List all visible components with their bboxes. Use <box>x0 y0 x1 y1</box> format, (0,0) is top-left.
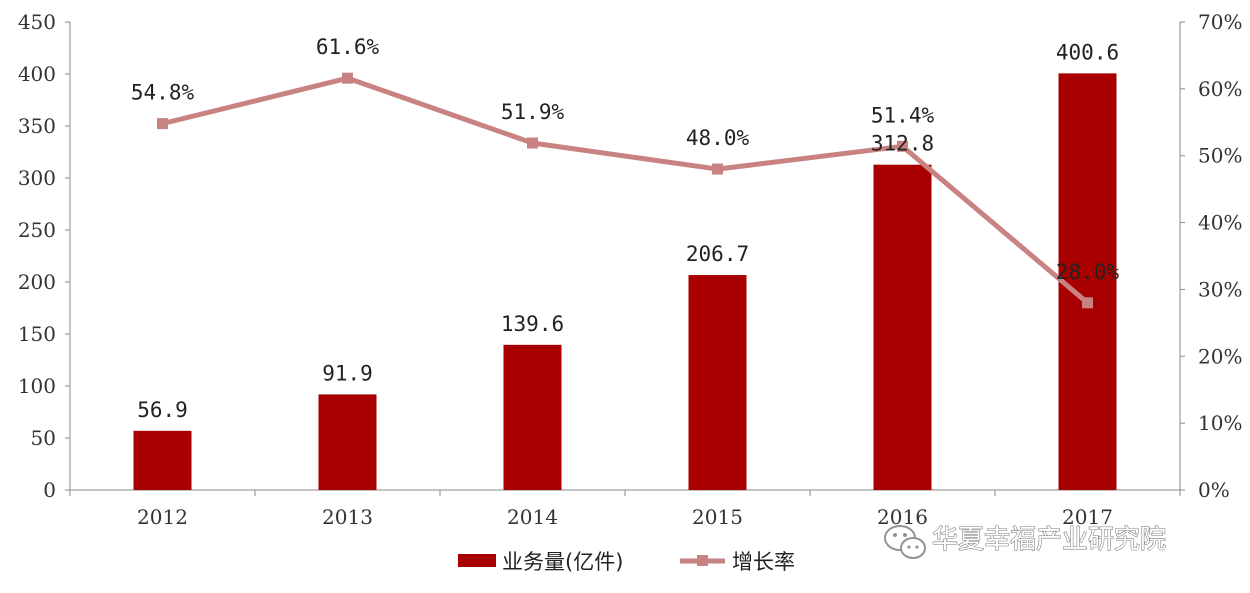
x-tick-label: 2012 <box>137 505 188 529</box>
y-right-tick-label: 0% <box>1198 478 1230 502</box>
bar <box>688 275 747 490</box>
bar <box>873 164 932 491</box>
y-left-tick-label: 150 <box>18 322 56 346</box>
axes: 0 50 100 150 200 250 300 350 400 450 0% 10% 20% 30% 40… <box>18 10 1243 529</box>
line-marker <box>712 163 723 175</box>
line-value-label: 51.9% <box>501 100 565 124</box>
line-marker <box>527 137 538 149</box>
y-right-tick-label: 40% <box>1198 211 1242 235</box>
watermark: 华夏幸福产业研究院 <box>884 524 1167 559</box>
y-left-tick-label: 450 <box>18 10 56 34</box>
y-left-tick-label: 400 <box>18 62 56 86</box>
y-right-tick-label: 60% <box>1198 77 1242 101</box>
y-left-tick-label: 350 <box>18 114 56 138</box>
wechat-icon <box>884 525 926 559</box>
x-tick-label: 2015 <box>692 505 743 529</box>
bar-value-label: 206.7 <box>686 242 749 266</box>
y-right-tick-label: 70% <box>1198 10 1242 34</box>
bar-value-label: 139.6 <box>501 312 564 336</box>
line-value-label: 61.6% <box>316 35 380 59</box>
y-right-tick-label: 30% <box>1198 277 1242 301</box>
x-tick-label: 2017 <box>1062 505 1113 529</box>
y-left-tick-label: 50 <box>31 426 56 450</box>
bars-series <box>133 73 1117 491</box>
bar-value-label: 400.6 <box>1056 40 1119 64</box>
line-marker <box>897 140 908 152</box>
line-series <box>157 72 1093 309</box>
y-right-tick-label: 10% <box>1198 411 1242 435</box>
y-left-tick-label: 100 <box>18 374 56 398</box>
line-value-label: 54.8% <box>131 81 195 105</box>
legend-label-bar: 业务量(亿件) <box>502 550 623 574</box>
bar-value-label: 56.9 <box>137 398 188 422</box>
bar <box>133 430 192 490</box>
growth-line <box>161 75 1090 305</box>
legend-label-line: 增长率 <box>732 550 795 574</box>
line-value-label: 48.0% <box>686 126 750 150</box>
bar-value-label: 312.8 <box>871 132 934 156</box>
legend: 业务量(亿件) 增长率 <box>458 550 795 574</box>
x-tick-label: 2016 <box>877 505 928 529</box>
x-tick-label: 2013 <box>322 505 373 529</box>
line-marker <box>1082 297 1093 309</box>
bar-value-label: 91.9 <box>322 361 373 385</box>
bar <box>318 394 377 490</box>
line-marker <box>157 118 168 130</box>
line-value-label: 28.0% <box>1056 260 1120 284</box>
bar <box>503 344 562 490</box>
y-left-tick-label: 250 <box>18 218 56 242</box>
legend-swatch-bar <box>458 554 496 567</box>
line-marker <box>342 72 353 84</box>
y-left-tick-label: 200 <box>18 270 56 294</box>
y-right-tick-label: 50% <box>1198 144 1242 168</box>
data-labels: 56.9 91.9 139.6 206.7 312.8 400.6 54.8% 61.6% 51… <box>131 35 1120 422</box>
watermark-text: 华夏幸福产业研究院 <box>932 525 1166 555</box>
bar <box>1058 73 1117 490</box>
line-value-label: 51.4% <box>871 103 935 127</box>
y-left-tick-label: 0 <box>43 478 56 502</box>
legend-swatch-marker <box>697 555 708 566</box>
y-right-tick-label: 20% <box>1198 344 1242 368</box>
y-left-tick-label: 300 <box>18 166 56 190</box>
x-tick-label: 2014 <box>507 505 558 529</box>
